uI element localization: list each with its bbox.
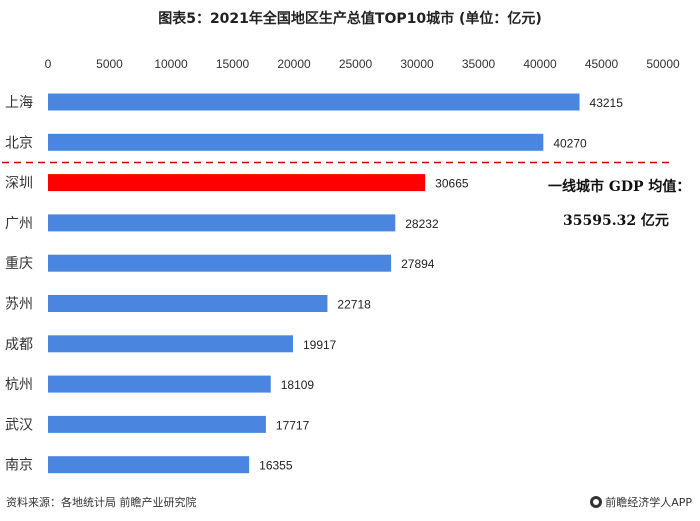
bar [48, 335, 293, 353]
bar-highlighted [48, 174, 426, 192]
chart-title: 图表5：2021年全国地区生产总值TOP10城市 (单位：亿元) [158, 11, 542, 27]
bar [48, 375, 271, 393]
x-tick-label: 40000 [523, 57, 557, 71]
x-tick-label: 10000 [154, 57, 188, 71]
category-label: 广州 [5, 216, 33, 232]
x-axis-ticks: 0 5000 10000 15000 20000 25000 30000 35000 40000… [45, 57, 680, 71]
data-label: 27894 [401, 257, 435, 271]
category-label: 苏州 [5, 297, 33, 313]
data-labels: 43215 40270 30665 28232 27894 22718 19917 18109… [259, 96, 623, 473]
data-label: 17717 [276, 418, 310, 432]
category-label: 武汉 [5, 417, 33, 433]
data-label: 28232 [405, 217, 439, 231]
x-tick-label: 15000 [216, 57, 250, 71]
x-tick-label: 25000 [339, 57, 373, 71]
data-label: 19917 [303, 338, 337, 352]
brand-label: 前瞻经济学人APP [605, 496, 692, 509]
bar [48, 133, 544, 151]
bar [48, 93, 580, 111]
x-tick-label: 0 [45, 57, 52, 71]
bar [48, 456, 250, 474]
x-tick-label: 5000 [96, 57, 123, 71]
data-label: 22718 [337, 298, 371, 312]
category-label: 南京 [5, 458, 33, 474]
x-tick-label: 35000 [462, 57, 496, 71]
category-label: 上海 [5, 95, 33, 111]
data-label: 16355 [259, 459, 293, 473]
category-label: 深圳 [5, 176, 33, 192]
category-label: 北京 [5, 135, 33, 151]
x-tick-label: 30000 [400, 57, 434, 71]
bar [48, 254, 392, 272]
bar [48, 415, 266, 433]
data-label: 40270 [553, 136, 587, 150]
annotation-line-2: 35595.32 亿元 [563, 213, 669, 229]
data-label: 43215 [590, 96, 624, 110]
annotation-line-1: 一线城市 GDP 均值： [548, 179, 691, 195]
x-tick-label: 45000 [585, 57, 619, 71]
bar [48, 295, 328, 312]
category-label: 成都 [5, 337, 33, 353]
brand-credit: 前瞻经济学人APP [590, 494, 692, 510]
brand-logo-icon [590, 496, 603, 508]
x-tick-label: 20000 [277, 57, 311, 71]
category-label: 重庆 [5, 256, 33, 272]
bar [48, 214, 396, 232]
x-tick-label: 50000 [646, 57, 680, 71]
source-note: 资料来源：各地统计局 前瞻产业研究院 [6, 496, 197, 509]
bars [48, 93, 580, 474]
data-label: 18109 [281, 378, 315, 392]
data-label: 30665 [435, 177, 469, 191]
category-label: 杭州 [5, 377, 33, 393]
